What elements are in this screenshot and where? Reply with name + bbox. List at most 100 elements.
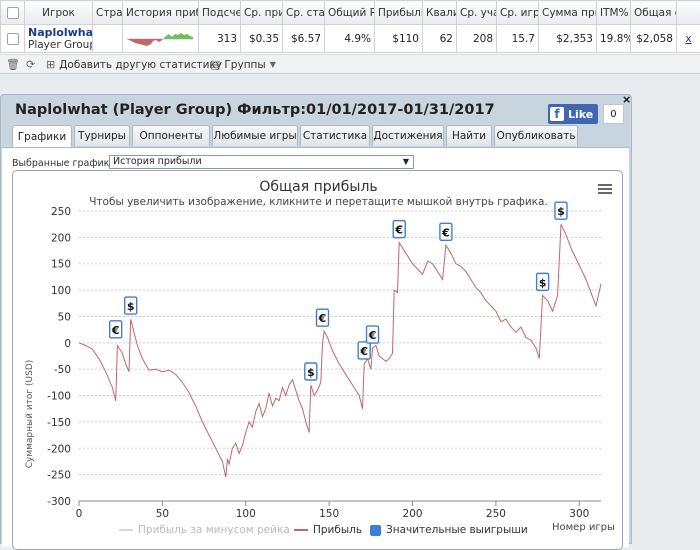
total-cell: $2,058	[631, 25, 677, 53]
col-header-avg-games[interactable]: Ср. игр	[497, 1, 539, 25]
chart-select-label: Выбранные графики:	[12, 158, 119, 169]
facebook-like-button[interactable]: f Like	[548, 104, 598, 124]
avg-games-cell: 15.7	[497, 25, 539, 53]
tab-search[interactable]: Найти	[446, 125, 492, 146]
add-stats-label: Добавить другую статистику	[59, 59, 222, 71]
profit-series-line	[79, 224, 601, 477]
avg-stake-cell: $6.57	[283, 25, 325, 53]
big-win-symbol: $	[307, 366, 315, 379]
legend-swatch-big-wins	[370, 525, 381, 536]
tab-statistics[interactable]: Статистика	[300, 125, 370, 146]
groups-label: Группы	[224, 59, 265, 71]
legend-label-rake: Прибыль за минусом рейка	[138, 524, 290, 536]
remove-row-link[interactable]: x	[677, 25, 700, 53]
col-header-profit[interactable]: Прибыль	[375, 1, 423, 25]
stats-toolbar: 🗑 ⟳ ⊞ Добавить другую статистику ▤ Групп…	[0, 54, 700, 73]
legend-label-profit: Прибыль	[313, 524, 362, 536]
itm-cell: 19.8%	[597, 25, 631, 53]
col-header-count[interactable]: Подсчет	[199, 1, 241, 25]
tab-favorite-games[interactable]: Любимые игры	[212, 125, 298, 146]
x-tick-label: 100	[236, 508, 256, 520]
trash-icon[interactable]: 🗑	[6, 58, 20, 71]
y-tick-label: 150	[51, 259, 71, 271]
avg-entrants-cell: 208	[457, 25, 497, 53]
y-tick-label: -150	[47, 417, 71, 429]
row-checkbox[interactable]	[7, 33, 19, 45]
y-tick-label: 100	[51, 285, 71, 297]
legend-item-rake[interactable]: Прибыль за минусом рейка	[119, 524, 290, 536]
y-tick-label: 200	[51, 232, 71, 244]
col-header-itm[interactable]: ITM%	[597, 1, 631, 25]
col-header-blank	[677, 1, 700, 25]
profit-chart[interactable]: Общая прибыль Чтобы увеличить изображени…	[12, 170, 623, 550]
col-header-roi[interactable]: Общий R	[325, 1, 375, 25]
x-axis-title: Номер игры	[552, 522, 615, 533]
chevron-down-icon: ▼	[403, 156, 409, 168]
sparkline-cell	[123, 25, 199, 53]
y-tick-label: 50	[58, 311, 71, 323]
y-tick-label: -50	[54, 364, 71, 376]
y-tick-label: -200	[47, 443, 71, 455]
big-win-symbol: €	[394, 224, 403, 237]
chart-select[interactable]: История прибыли ▼	[109, 155, 414, 169]
profit-sparkline	[125, 29, 195, 49]
big-win-symbol: €	[441, 226, 450, 239]
tab-opponents[interactable]: Оппоненты	[132, 125, 210, 146]
y-tick-label: -100	[47, 391, 71, 403]
x-tick-label: 50	[156, 508, 169, 520]
tab-achievements[interactable]: Достижения	[372, 125, 444, 146]
player-cell[interactable]: Naplolwhat Player Group	[25, 25, 93, 53]
col-header-history[interactable]: История прибы	[123, 1, 199, 25]
legend-label-big-wins: Значительные выигрыши	[386, 524, 528, 536]
col-header-qualified[interactable]: Квали	[423, 1, 457, 25]
big-win-symbol: €	[359, 345, 368, 358]
facebook-icon: f	[550, 107, 564, 121]
legend-swatch-profit	[294, 529, 308, 531]
chart-select-value: История прибыли	[113, 156, 202, 167]
refresh-icon[interactable]: ⟳	[26, 58, 35, 71]
tab-publish[interactable]: Опубликовать	[494, 125, 578, 146]
add-stats-button[interactable]: ⊞ Добавить другую статистику	[46, 58, 222, 71]
col-header-total[interactable]: Общая с	[631, 1, 677, 25]
stats-header-row: Игрок Стран История прибы Подсчет Ср. пр…	[1, 1, 700, 25]
col-header-country[interactable]: Стран	[93, 1, 123, 25]
player-group: Player Group	[28, 39, 89, 51]
x-tick-label: 300	[569, 508, 589, 520]
col-header-avg-entrants[interactable]: Ср. уча	[457, 1, 497, 25]
legend-swatch-rake	[119, 529, 133, 531]
charts-tab-content: Выбранные графики: История прибыли ▼ Общ…	[2, 147, 629, 547]
col-header-avg-stake[interactable]: Ср. ста	[283, 1, 325, 25]
big-win-symbol: $	[539, 276, 547, 289]
big-win-symbol: $	[557, 205, 565, 218]
groups-dropdown[interactable]: ▤ Группы ▼	[210, 58, 276, 71]
chevron-down-icon: ▼	[270, 60, 276, 69]
row-checkbox-cell[interactable]	[1, 25, 25, 53]
sum-prize-cell: $2,353	[539, 25, 597, 53]
col-header-player[interactable]: Игрок	[25, 1, 93, 25]
big-win-symbol: €	[111, 324, 120, 337]
big-win-symbol: $	[127, 300, 135, 313]
legend-item-big-wins[interactable]: Значительные выигрыши	[370, 524, 528, 536]
x-tick-label: 150	[319, 508, 339, 520]
big-win-symbol: €	[318, 312, 327, 325]
legend-item-profit[interactable]: Прибыль	[294, 524, 362, 536]
like-count: 0	[603, 104, 623, 124]
add-column-icon: ⊞	[46, 58, 55, 71]
y-tick-label: 250	[51, 206, 71, 218]
player-name-link[interactable]: Naplolwhat	[28, 27, 89, 39]
tab-tournaments[interactable]: Турниры	[74, 125, 130, 146]
table-row[interactable]: Naplolwhat Player Group 313 $0.35 $6.57 …	[1, 25, 700, 53]
y-tick-label: -250	[47, 470, 71, 482]
facebook-like-widget[interactable]: f Like 0	[548, 104, 624, 124]
select-all-checkbox[interactable]	[7, 7, 19, 19]
x-tick-label: 250	[486, 508, 506, 520]
tab-charts[interactable]: Графики	[12, 125, 72, 148]
x-tick-label: 200	[403, 508, 423, 520]
big-win-symbol: €	[368, 329, 377, 342]
select-all-cell[interactable]	[1, 1, 25, 25]
y-tick-label: 0	[64, 338, 71, 350]
col-header-sum-prize[interactable]: Сумма при	[539, 1, 597, 25]
col-header-avg-profit[interactable]: Ср. при	[241, 1, 283, 25]
profit-cell: $110	[375, 25, 423, 53]
